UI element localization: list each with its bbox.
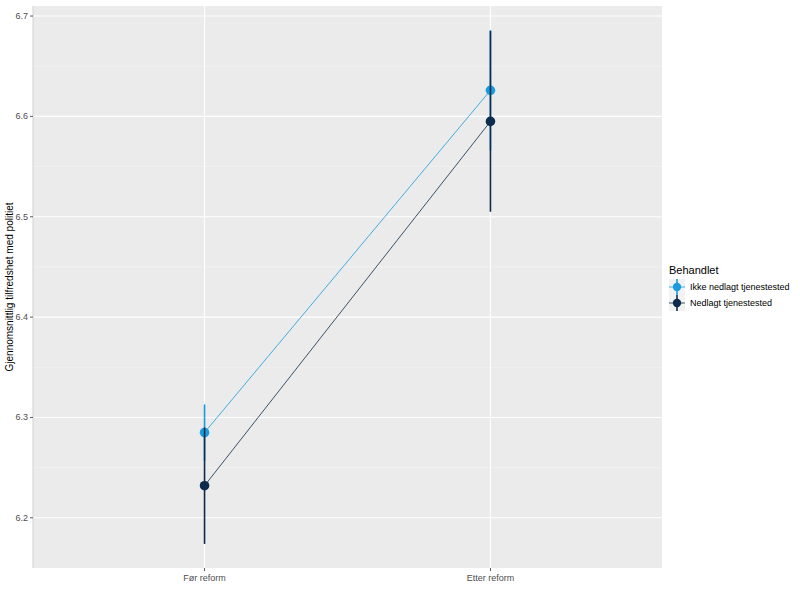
y-tick — [30, 317, 33, 318]
legend-key-point — [673, 283, 681, 291]
grid-line — [33, 417, 662, 418]
y-tick — [30, 216, 33, 217]
y-tick-label: 6.3 — [15, 412, 28, 422]
grid-line — [33, 317, 662, 318]
data-point — [200, 481, 210, 491]
minor-grid-line — [33, 467, 662, 468]
grid-line — [33, 517, 662, 518]
legend-key-bg — [669, 279, 685, 295]
legend-label: Ikke nedlagt tjenestested — [690, 282, 790, 292]
minor-grid-line — [33, 367, 662, 368]
data-group — [200, 30, 496, 544]
x-tick-label: Etter reform — [467, 573, 515, 583]
series-line — [205, 90, 491, 432]
y-tick-label: 6.2 — [15, 513, 28, 523]
grid-line — [33, 116, 662, 117]
legend-title: Behandlet — [669, 264, 719, 276]
data-point — [486, 117, 496, 127]
y-axis-line — [33, 6, 34, 568]
minor-grid-line — [33, 166, 662, 167]
y-tick — [30, 517, 33, 518]
y-tick — [30, 16, 33, 17]
y-tick — [30, 116, 33, 117]
minor-grid-line — [33, 266, 662, 267]
y-tick-label: 6.6 — [15, 111, 28, 121]
grid-line-x — [490, 6, 491, 568]
legend-label: Nedlagt tjenestested — [690, 298, 772, 308]
series-line — [205, 121, 491, 485]
y-tick-label: 6.5 — [15, 212, 28, 222]
chart-container: 6.2 6.3 6.4 6.5 6.6 6.7 Før reform Etter reform… — [0, 0, 800, 600]
x-tick-label: Før reform — [183, 573, 226, 583]
plot-panel — [33, 6, 662, 568]
chart-svg: 6.2 6.3 6.4 6.5 6.6 6.7 Før reform Etter reform… — [0, 0, 800, 600]
grid-line — [33, 15, 662, 16]
y-axis-label: Gjennomsnittlig tilfredshet med politiet — [4, 202, 15, 371]
legend-key-bg — [669, 295, 685, 311]
grid-line — [33, 216, 662, 217]
y-tick-label: 6.7 — [15, 11, 28, 21]
y-tick-label: 6.4 — [15, 312, 28, 322]
x-tick — [204, 568, 205, 571]
y-tick — [30, 417, 33, 418]
minor-grid-line — [33, 66, 662, 67]
legend-key-point — [673, 299, 681, 307]
x-tick — [490, 568, 491, 571]
